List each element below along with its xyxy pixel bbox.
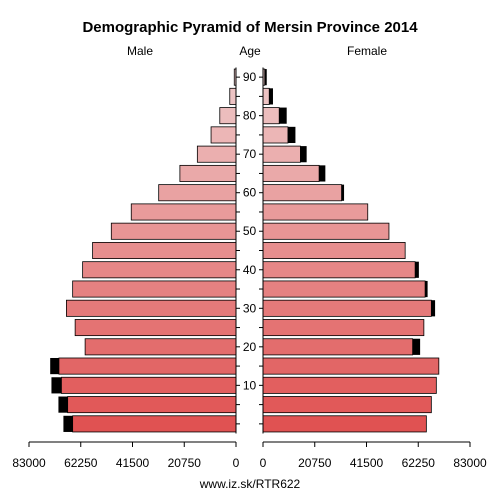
male-label: Male	[127, 44, 153, 58]
female-excess-85-89	[269, 88, 273, 105]
female-bar-40-44	[262, 261, 416, 279]
chart-title: Demographic Pyramid of Mersin Province 2…	[82, 19, 418, 36]
male-bar-25-29	[74, 319, 237, 337]
female-excess-90+	[264, 69, 267, 86]
male-excess-10-14	[51, 377, 62, 394]
source-url: www.iz.sk/RTR622	[199, 477, 301, 491]
male-bar-40-44	[82, 261, 237, 279]
female-bar-85-89	[262, 87, 270, 105]
age-tick-label: 70	[243, 147, 257, 161]
axes-layer: 10 20 30 40 50 60 70 80 90 83000 0 62250 20750 41500 4…	[12, 67, 487, 470]
female-excess-40-44	[415, 261, 419, 278]
male-x-tick-label: 0	[233, 456, 240, 470]
female-excess-70-74	[300, 146, 307, 163]
male-bar-10-14	[61, 376, 237, 394]
age-tick-label: 60	[243, 186, 257, 200]
male-bar-20-24	[84, 338, 237, 356]
female-bar-60-64	[262, 184, 342, 202]
bars-layer	[50, 68, 440, 433]
male-bar-75-79	[210, 126, 237, 144]
male-bar-0-4	[72, 415, 237, 433]
female-x-tick-label: 41500	[350, 456, 384, 470]
female-bar-35-39	[262, 280, 426, 298]
female-label: Female	[347, 44, 387, 58]
male-x-tick-label: 20750	[168, 456, 202, 470]
male-bar-30-34	[66, 299, 237, 317]
female-bar-30-34	[262, 299, 432, 317]
male-bar-85-89	[229, 87, 237, 105]
female-excess-75-79	[287, 126, 296, 144]
male-bar-50-54	[110, 222, 237, 240]
age-tick-label: 10	[243, 378, 257, 392]
female-x-tick-label: 20750	[298, 456, 332, 470]
male-excess-0-4	[63, 415, 73, 432]
age-tick-label: 30	[243, 301, 257, 315]
male-bar-45-49	[92, 242, 237, 259]
female-bar-15-19	[262, 357, 440, 375]
female-bar-55-59	[262, 203, 369, 221]
female-x-tick-label: 62250	[402, 456, 436, 470]
male-bar-55-59	[130, 203, 237, 221]
female-excess-60-64	[341, 184, 345, 201]
female-bar-20-24	[262, 338, 414, 356]
female-excess-80-84	[279, 107, 287, 124]
male-bar-35-39	[72, 280, 237, 298]
male-x-tick-label: 62250	[64, 456, 98, 470]
male-bar-80-84	[219, 107, 237, 125]
female-bar-75-79	[262, 126, 289, 144]
male-x-tick-label: 41500	[116, 456, 150, 470]
age-tick-label: 90	[243, 70, 257, 84]
age-tick-label: 20	[243, 340, 257, 354]
female-excess-65-69	[319, 165, 326, 182]
male-bar-70-74	[196, 145, 237, 163]
female-bar-70-74	[262, 145, 301, 163]
female-excess-35-39	[425, 280, 428, 298]
male-bar-5-9	[67, 396, 237, 414]
female-x-tick-label: 0	[260, 456, 267, 470]
female-bar-10-14	[262, 376, 437, 394]
female-excess-20-24	[412, 338, 421, 355]
female-bar-5-9	[262, 396, 432, 414]
female-x-tick-label: 83000	[453, 456, 487, 470]
age-tick-label: 40	[243, 263, 257, 277]
female-bar-25-29	[262, 319, 425, 337]
male-excess-15-19	[50, 357, 59, 375]
female-bar-50-54	[262, 222, 390, 240]
female-bar-65-69	[262, 164, 320, 182]
age-tick-label: 80	[243, 109, 257, 123]
male-excess-5-9	[58, 396, 68, 413]
male-bar-65-69	[179, 164, 237, 182]
female-bar-45-49	[262, 242, 406, 259]
age-tick-label: 50	[243, 224, 257, 238]
male-bar-15-19	[58, 357, 237, 375]
female-excess-30-34	[431, 300, 436, 317]
male-bar-60-64	[158, 184, 237, 202]
female-bar-80-84	[262, 107, 280, 125]
age-label: Age	[239, 44, 261, 58]
female-bar-0-4	[262, 415, 427, 433]
male-x-tick-label: 83000	[12, 456, 46, 470]
